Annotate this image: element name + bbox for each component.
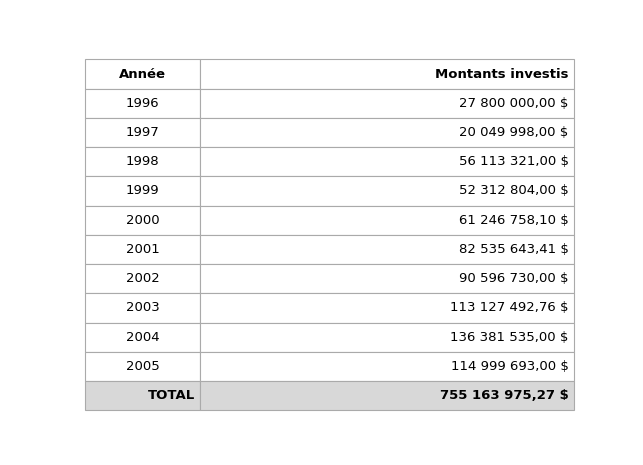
Bar xyxy=(86,293,200,323)
Text: 136 381 535,00 $: 136 381 535,00 $ xyxy=(450,331,569,344)
Bar xyxy=(200,235,574,264)
Text: 114 999 693,00 $: 114 999 693,00 $ xyxy=(451,360,569,373)
Bar xyxy=(86,206,200,235)
Text: 113 127 492,76 $: 113 127 492,76 $ xyxy=(450,301,569,314)
Bar xyxy=(86,235,200,264)
Bar xyxy=(200,264,574,293)
Bar xyxy=(200,89,574,118)
Text: Montants investis: Montants investis xyxy=(435,67,569,80)
Text: 1997: 1997 xyxy=(126,126,159,139)
Bar xyxy=(200,60,574,89)
Bar xyxy=(86,323,200,352)
Bar xyxy=(86,381,200,410)
Bar xyxy=(86,147,200,176)
Text: 2003: 2003 xyxy=(126,301,159,314)
Text: 20 049 998,00 $: 20 049 998,00 $ xyxy=(460,126,569,139)
Text: 1999: 1999 xyxy=(126,185,159,198)
Text: 2002: 2002 xyxy=(126,272,159,285)
Text: 82 535 643,41 $: 82 535 643,41 $ xyxy=(459,243,569,256)
Bar xyxy=(86,118,200,147)
Text: 1998: 1998 xyxy=(126,155,159,168)
Bar xyxy=(86,60,200,89)
Bar xyxy=(86,352,200,381)
Text: 27 800 000,00 $: 27 800 000,00 $ xyxy=(459,97,569,110)
Bar xyxy=(200,293,574,323)
Text: 90 596 730,00 $: 90 596 730,00 $ xyxy=(459,272,569,285)
Text: 2001: 2001 xyxy=(126,243,159,256)
Bar xyxy=(200,323,574,352)
Bar xyxy=(200,381,574,410)
Text: 1996: 1996 xyxy=(126,97,159,110)
Text: 2005: 2005 xyxy=(126,360,159,373)
Bar xyxy=(200,176,574,206)
Text: TOTAL: TOTAL xyxy=(148,389,195,402)
Bar xyxy=(86,176,200,206)
Bar xyxy=(200,147,574,176)
Bar xyxy=(86,264,200,293)
Bar xyxy=(200,352,574,381)
Text: Année: Année xyxy=(119,67,167,80)
Bar xyxy=(86,89,200,118)
Text: 61 246 758,10 $: 61 246 758,10 $ xyxy=(459,214,569,227)
Bar xyxy=(200,118,574,147)
Text: 2004: 2004 xyxy=(126,331,159,344)
Text: 755 163 975,27 $: 755 163 975,27 $ xyxy=(440,389,569,402)
Text: 52 312 804,00 $: 52 312 804,00 $ xyxy=(459,185,569,198)
Text: 56 113 321,00 $: 56 113 321,00 $ xyxy=(458,155,569,168)
Bar xyxy=(200,206,574,235)
Text: 2000: 2000 xyxy=(126,214,159,227)
